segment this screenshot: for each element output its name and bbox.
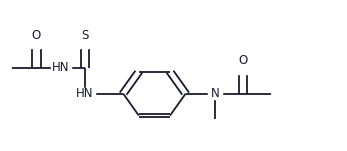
- Bar: [27, 35, 45, 48]
- Text: HN: HN: [52, 61, 69, 74]
- Text: N: N: [211, 87, 220, 100]
- Bar: [75, 88, 95, 99]
- Text: O: O: [238, 54, 247, 67]
- Text: HN: HN: [76, 87, 94, 100]
- Bar: [236, 61, 250, 74]
- Text: O: O: [32, 29, 41, 42]
- Text: S: S: [81, 29, 89, 42]
- Bar: [208, 88, 222, 99]
- Bar: [51, 62, 71, 74]
- Bar: [78, 35, 92, 48]
